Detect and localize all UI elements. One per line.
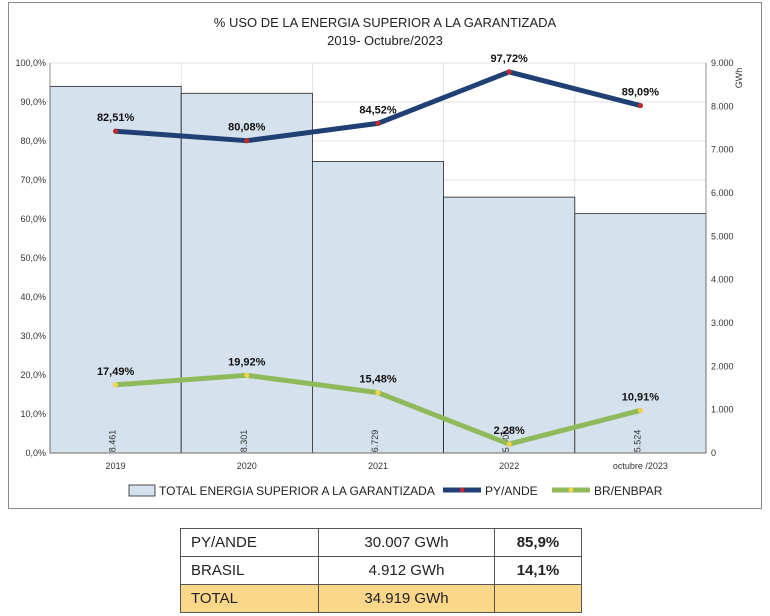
bar	[443, 196, 576, 454]
x-tick-label: 2020	[237, 461, 257, 471]
right-axis-unit: GWh	[734, 68, 744, 89]
y-left-tick-label: 60,0%	[20, 214, 46, 224]
chart-subtitle: 2019- Octubre/2023	[327, 33, 443, 48]
data-point-py	[244, 138, 250, 144]
data-point-py	[637, 102, 644, 109]
chart-frame: % USO DE LA ENERGIA SUPERIOR A LA GARANT…	[8, 2, 762, 509]
data-label-py: 84,52%	[359, 104, 397, 116]
x-tick-label: octubre /2023	[613, 461, 668, 471]
legend-swatch-total	[128, 484, 156, 497]
data-label-py: 82,51%	[97, 112, 135, 124]
bar-value-label: 8.301	[239, 430, 249, 453]
bar	[574, 213, 707, 454]
x-tick-label: 2021	[368, 461, 388, 471]
data-point-br	[506, 441, 512, 447]
summary-table: PY/ANDE 30.007 GWh 85,9% BRASIL 4.912 GW…	[180, 528, 582, 613]
bar	[311, 161, 444, 454]
y-right-tick-label: 9.000	[711, 58, 734, 68]
axes: 0,0% 10,0% 20,0% 30,0% 40,0% 50,0% 60,0% 70,0% 8…	[15, 58, 733, 471]
y-right-tick-label: 0	[711, 448, 716, 458]
y-left-tick-label: 100,0%	[15, 58, 46, 68]
data-point-py	[506, 69, 512, 75]
data-point-br	[244, 372, 250, 378]
chart-title: % USO DE LA ENERGIA SUPERIOR A LA GARANT…	[214, 15, 557, 30]
bar-value-label: 8.461	[108, 430, 118, 453]
summary-value: 34.919 GWh	[318, 584, 495, 613]
bar-value-label: 5.524	[632, 430, 642, 453]
data-label-br: 15,48%	[359, 374, 397, 386]
y-right-tick-label: 4.000	[711, 275, 734, 285]
x-tick-label: 2019	[106, 461, 126, 471]
summary-name: BRASIL	[180, 556, 319, 585]
y-left-tick-label: 50,0%	[20, 253, 46, 263]
legend-label-py: PY/ANDE	[485, 484, 538, 498]
legend: TOTAL ENERGIA SUPERIOR A LA GARANTIZADA …	[128, 484, 663, 498]
data-point-br	[375, 390, 381, 396]
y-right-tick-label: 5.000	[711, 231, 734, 241]
summary-row-brasil: BRASIL 4.912 GWh 14,1%	[180, 556, 582, 585]
y-left-tick-label: 10,0%	[20, 409, 46, 419]
summary-value: 30.007 GWh	[318, 528, 495, 557]
data-label-br: 10,91%	[622, 391, 660, 403]
line-series: 82,51% 80,08% 84,52% 97,72% 89,09% 17,49% 19,9…	[97, 53, 659, 447]
summary-pct: 14,1%	[494, 556, 582, 585]
y-left-tick-label: 40,0%	[20, 292, 46, 302]
x-tick-label: 2022	[499, 461, 519, 471]
y-right-tick-label: 2.000	[711, 361, 734, 371]
data-point-py	[375, 120, 381, 126]
data-point-br	[113, 382, 119, 388]
y-right-tick-label: 1.000	[711, 405, 734, 415]
data-label-br: 19,92%	[228, 356, 266, 368]
y-right-tick-label: 7.000	[711, 145, 734, 155]
y-left-tick-label: 0,0%	[25, 448, 46, 458]
legend-label-total: TOTAL ENERGIA SUPERIOR A LA GARANTIZADA	[159, 484, 435, 498]
y-left-tick-label: 90,0%	[20, 97, 46, 107]
y-left-tick-label: 70,0%	[20, 175, 46, 185]
legend-swatch-py-marker	[459, 487, 465, 493]
data-point-py	[113, 128, 119, 134]
y-right-tick-label: 6.000	[711, 188, 734, 198]
bar-value-label: 6.729	[370, 430, 380, 453]
bar-series: 8.461 8.301 6.729 5.905 5.524	[49, 85, 707, 454]
data-label-br: 17,49%	[97, 366, 135, 378]
summary-name: PY/ANDE	[180, 528, 319, 557]
summary-name: TOTAL	[180, 584, 319, 613]
summary-row-total: TOTAL 34.919 GWh	[180, 584, 582, 613]
data-point-br	[637, 407, 644, 414]
y-left-tick-label: 80,0%	[20, 136, 46, 146]
y-right-tick-label: 3.000	[711, 318, 734, 328]
legend-label-br: BR/ENBPAR	[594, 484, 663, 498]
bar	[49, 85, 182, 454]
y-left-tick-label: 20,0%	[20, 370, 46, 380]
chart-svg: % USO DE LA ENERGIA SUPERIOR A LA GARANT…	[15, 15, 744, 498]
y-right-tick-label: 8.000	[711, 101, 734, 111]
legend-swatch-br-marker	[568, 487, 574, 493]
summary-pct	[494, 584, 582, 613]
summary-pct: 85,9%	[494, 528, 582, 557]
data-label-py: 89,09%	[622, 87, 660, 99]
data-label-br: 2,28%	[494, 425, 525, 437]
bar	[180, 92, 313, 454]
summary-row-py: PY/ANDE 30.007 GWh 85,9%	[180, 528, 582, 557]
y-left-tick-label: 30,0%	[20, 331, 46, 341]
data-label-py: 97,72%	[491, 53, 529, 65]
data-label-py: 80,08%	[228, 122, 266, 134]
summary-value: 4.912 GWh	[318, 556, 495, 585]
